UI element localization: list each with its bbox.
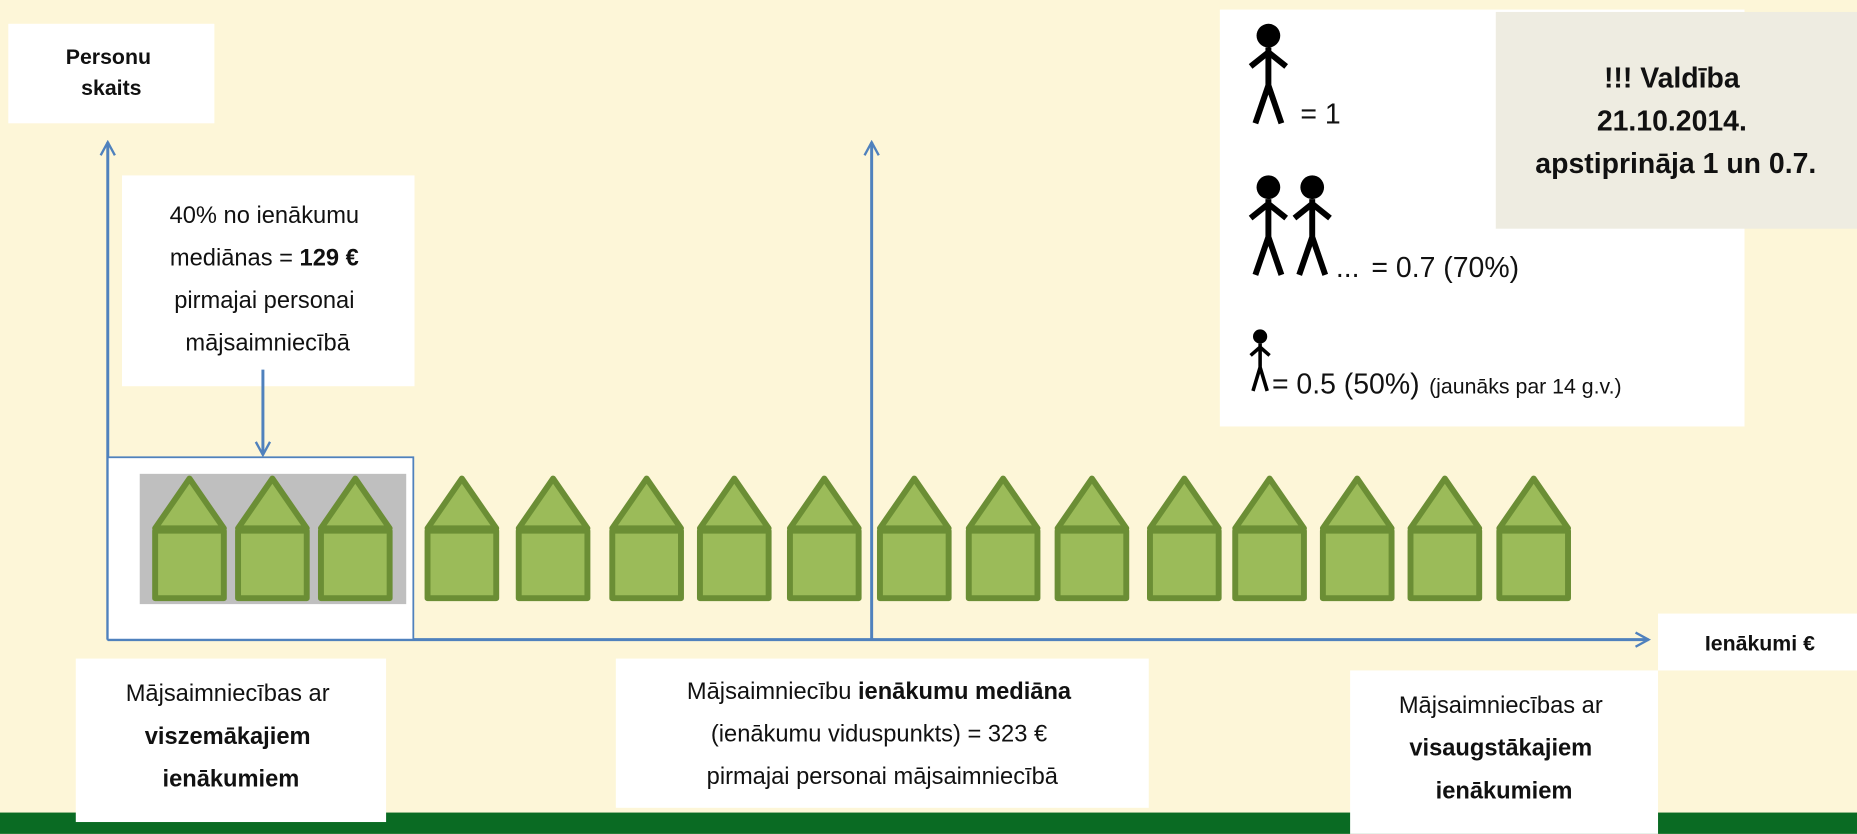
text-part: (jaunāks par 14 g.v.)	[1429, 374, 1622, 398]
text-line: pirmajai personai mājsaimniecībā	[707, 764, 1059, 790]
text-line: viszemākajiem	[145, 724, 311, 750]
house	[515, 475, 591, 602]
house	[876, 475, 952, 602]
text-part: 129 €	[300, 245, 359, 271]
text-line: Mājsaimniecību ienākumu mediāna	[687, 679, 1072, 705]
house	[424, 475, 500, 602]
house	[696, 475, 772, 602]
adult-figure	[1248, 23, 1289, 125]
median-box	[615, 658, 1149, 808]
text-part: = 0.7 (70%)	[1371, 252, 1519, 284]
text-part: Mājsaimniecību	[687, 679, 858, 705]
median-text: Mājsaimniecību ienākumu mediāna (ienākum…	[687, 679, 1078, 790]
threshold-box	[121, 175, 415, 387]
text-line: ienākumiem	[163, 767, 300, 793]
text-line: !!! Valdība	[1604, 63, 1740, 95]
house	[965, 475, 1041, 602]
text-part: ...	[1336, 252, 1360, 284]
text-line: pirmajai personai	[174, 288, 354, 314]
y-label-line: skaits	[81, 76, 141, 100]
y-axis-label: Personu skaits	[66, 45, 157, 100]
house	[1054, 475, 1130, 602]
x-axis-label: Ienākumi €	[1705, 631, 1815, 655]
text-part: mediānas =	[170, 245, 300, 271]
text-line: 21.10.2014.	[1597, 105, 1747, 137]
house	[1496, 475, 1571, 602]
text-part: ienākumu mediāna	[858, 679, 1072, 705]
x-label-box	[1658, 613, 1857, 671]
house	[235, 475, 310, 602]
houses	[152, 475, 1571, 602]
house	[1232, 475, 1307, 602]
house	[317, 475, 393, 602]
child-figure	[1249, 329, 1271, 392]
text-line: mediānas = 129 €	[170, 245, 359, 271]
notice-text: !!! Valdība 21.10.2014. apstiprināja 1 u…	[1535, 63, 1816, 180]
text-line: mājsaimniecībā	[185, 331, 350, 357]
adult-figures	[1248, 175, 1332, 276]
text-line: (ienākumu viduspunkts) = 323 €	[711, 722, 1047, 748]
lowest-box	[75, 658, 387, 823]
lowest-text: Mājsaimniecības ar viszemākajiem ienākum…	[126, 681, 336, 792]
threshold-text: 40% no ienākumu mediānas = 129 € pirmaja…	[170, 203, 366, 357]
text-part: = 0.5 (50%)	[1272, 368, 1420, 400]
legend-text: = 1	[1300, 98, 1340, 130]
highest-text: Mājsaimniecības ar visaugstākajiem ienāk…	[1399, 693, 1610, 804]
y-label-line: Personu	[66, 45, 151, 69]
house	[786, 475, 862, 602]
highest-box	[1350, 670, 1659, 834]
house	[609, 475, 684, 602]
house	[1319, 475, 1395, 602]
notice-box	[1495, 11, 1857, 229]
text-line: visaugstākajiem	[1409, 736, 1592, 762]
text-line: apstiprināja 1 un 0.7.	[1535, 148, 1816, 180]
legend-text: ... = 0.7 (70%)	[1336, 252, 1519, 284]
text-line: ienākumiem	[1436, 778, 1573, 804]
text-line: Mājsaimniecības ar	[1399, 693, 1603, 719]
house	[152, 475, 227, 602]
y-label-box	[8, 23, 215, 124]
text-line: 40% no ienākumu	[170, 203, 360, 229]
text-line: Mājsaimniecības ar	[126, 681, 330, 707]
legend-text: = 0.5 (50%) (jaunāks par 14 g.v.)	[1272, 368, 1622, 400]
house	[1407, 475, 1483, 602]
house	[1147, 475, 1222, 602]
